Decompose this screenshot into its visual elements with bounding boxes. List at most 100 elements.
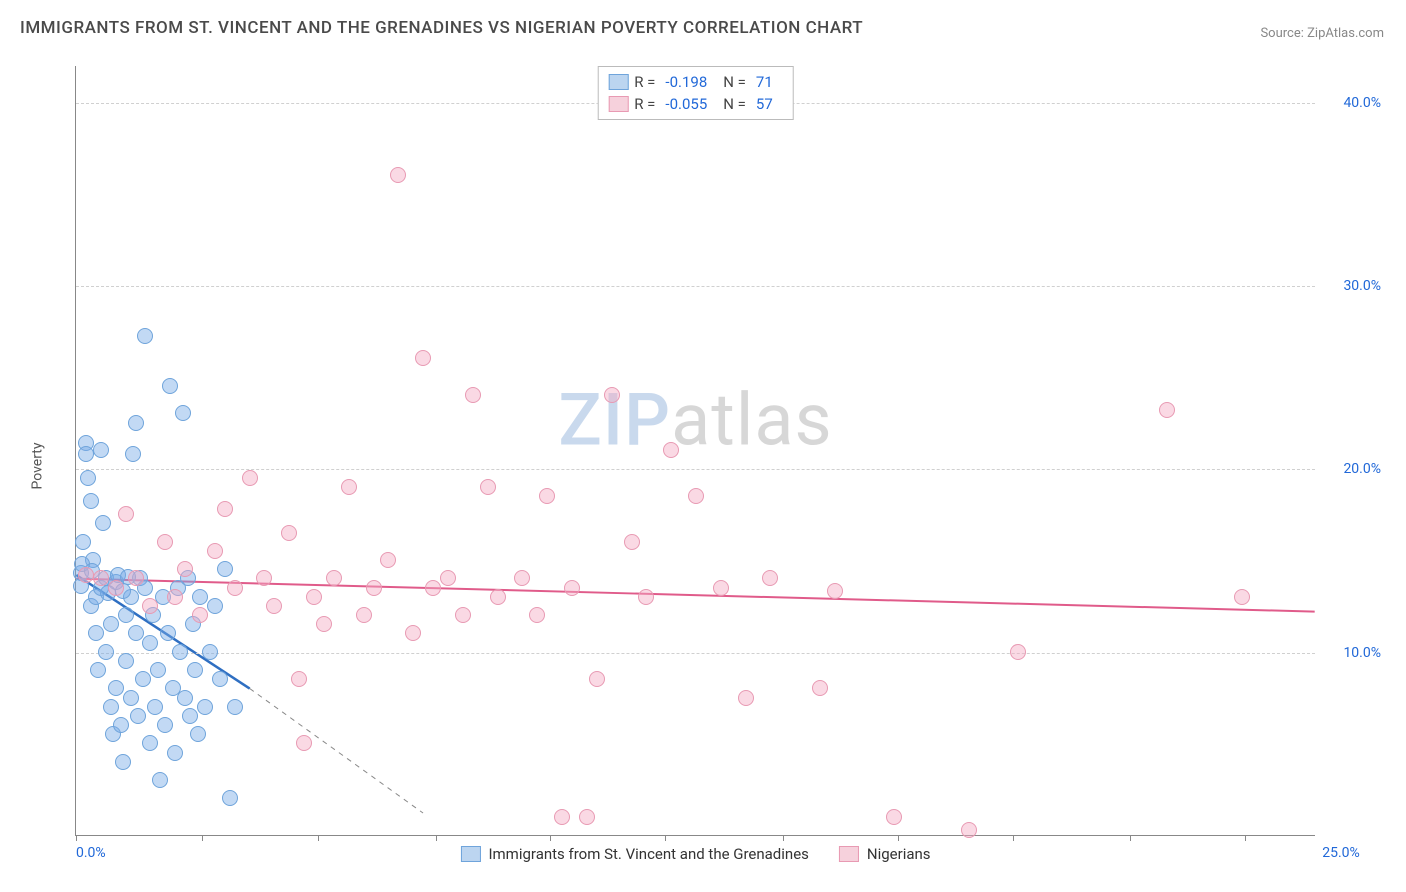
- scatter-point: [604, 387, 620, 403]
- scatter-point: [90, 662, 106, 678]
- scatter-point: [128, 625, 144, 641]
- scatter-point: [98, 644, 114, 660]
- watermark: ZIPatlas: [558, 377, 832, 462]
- scatter-point: [162, 378, 178, 394]
- scatter-point: [115, 754, 131, 770]
- scatter-point: [93, 442, 109, 458]
- scatter-point: [108, 580, 124, 596]
- scatter-point: [125, 446, 141, 462]
- x-tick: [318, 835, 319, 841]
- scatter-point: [128, 415, 144, 431]
- scatter-point: [113, 717, 129, 733]
- scatter-point: [579, 809, 595, 825]
- scatter-point: [514, 570, 530, 586]
- scatter-point: [93, 570, 109, 586]
- scatter-point: [152, 772, 168, 788]
- scatter-point: [80, 470, 96, 486]
- scatter-point: [1010, 644, 1026, 660]
- scatter-point: [157, 717, 173, 733]
- scatter-point: [217, 501, 233, 517]
- scatter-point: [83, 493, 99, 509]
- stats-row-series1: R = -0.198 N = 71: [608, 71, 783, 93]
- scatter-point: [405, 625, 421, 641]
- scatter-point: [78, 446, 94, 462]
- legend-label-2: Nigerians: [867, 845, 931, 863]
- x-tick: [436, 835, 437, 841]
- scatter-point: [175, 405, 191, 421]
- scatter-point: [480, 479, 496, 495]
- scatter-point: [177, 690, 193, 706]
- stats-row-series2: R = -0.055 N = 57: [608, 93, 783, 115]
- scatter-point: [88, 625, 104, 641]
- scatter-point: [316, 616, 332, 632]
- swatch-series1: [608, 74, 628, 90]
- y-tick-label: 20.0%: [1343, 461, 1381, 477]
- source-link[interactable]: ZipAtlas.com: [1307, 26, 1384, 41]
- x-tick: [550, 835, 551, 841]
- legend-item-series2: Nigerians: [839, 845, 931, 863]
- scatter-point: [529, 607, 545, 623]
- scatter-point: [192, 607, 208, 623]
- scatter-point: [762, 570, 778, 586]
- scatter-point: [589, 671, 605, 687]
- scatter-point: [147, 699, 163, 715]
- legend-item-series1: Immigrants from St. Vincent and the Gren…: [460, 845, 808, 863]
- scatter-point: [390, 167, 406, 183]
- watermark-atlas: atlas: [671, 377, 833, 462]
- gridline: [76, 469, 1315, 470]
- trend-lines: [76, 66, 1315, 835]
- scatter-point: [490, 589, 506, 605]
- scatter-point: [172, 644, 188, 660]
- scatter-point: [95, 515, 111, 531]
- scatter-point: [118, 607, 134, 623]
- scatter-point: [167, 589, 183, 605]
- stat-n-value-2: 57: [756, 93, 773, 115]
- x-tick: [76, 835, 77, 841]
- scatter-point: [207, 598, 223, 614]
- scatter-point: [812, 680, 828, 696]
- scatter-point: [75, 534, 91, 550]
- x-tick-label: 25.0%: [1322, 845, 1360, 861]
- scatter-point: [455, 607, 471, 623]
- gridline: [76, 286, 1315, 287]
- legend-swatch-2: [839, 846, 859, 862]
- scatter-point: [366, 580, 382, 596]
- scatter-point: [291, 671, 307, 687]
- chart-title: IMMIGRANTS FROM ST. VINCENT AND THE GREN…: [20, 18, 863, 38]
- stat-n-value-1: 71: [756, 71, 773, 93]
- scatter-point: [256, 570, 272, 586]
- scatter-point: [227, 699, 243, 715]
- scatter-point: [688, 488, 704, 504]
- stat-r-value-2: -0.055: [665, 93, 707, 115]
- scatter-point: [118, 653, 134, 669]
- scatter-point: [157, 534, 173, 550]
- scatter-point: [554, 809, 570, 825]
- scatter-point: [202, 644, 218, 660]
- scatter-point: [624, 534, 640, 550]
- scatter-point: [103, 699, 119, 715]
- stat-n-label-1: N =: [723, 71, 746, 93]
- scatter-point: [356, 607, 372, 623]
- stats-legend: R = -0.198 N = 71 R = -0.055 N = 57: [597, 66, 794, 120]
- scatter-point: [886, 809, 902, 825]
- scatter-point: [192, 589, 208, 605]
- scatter-point: [160, 625, 176, 641]
- scatter-point: [118, 506, 134, 522]
- scatter-point: [306, 589, 322, 605]
- scatter-point: [638, 589, 654, 605]
- scatter-point: [150, 662, 166, 678]
- x-tick: [1013, 835, 1014, 841]
- scatter-point: [142, 735, 158, 751]
- scatter-point: [425, 580, 441, 596]
- gridline: [76, 653, 1315, 654]
- source-attribution: Source: ZipAtlas.com: [1260, 26, 1384, 41]
- scatter-point: [961, 822, 977, 838]
- scatter-point: [1234, 589, 1250, 605]
- x-tick: [1130, 835, 1131, 841]
- y-tick-label: 30.0%: [1343, 278, 1381, 294]
- scatter-point: [142, 635, 158, 651]
- stat-r-label-1: R =: [634, 71, 655, 93]
- legend-label-1: Immigrants from St. Vincent and the Gren…: [488, 845, 808, 863]
- scatter-point: [182, 708, 198, 724]
- series-legend: Immigrants from St. Vincent and the Gren…: [460, 845, 930, 863]
